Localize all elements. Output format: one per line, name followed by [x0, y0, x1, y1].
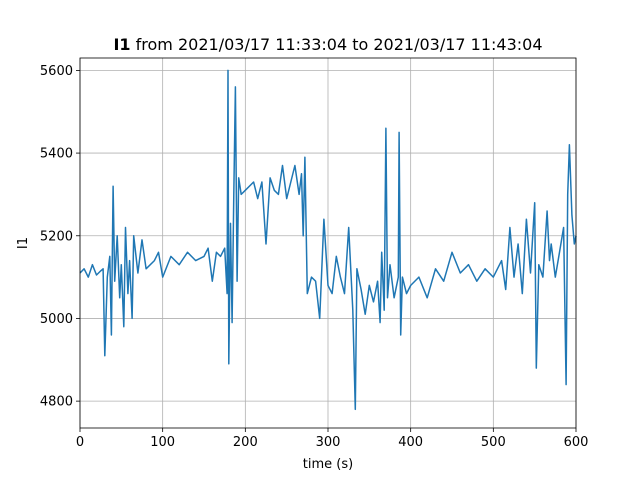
y-tick-label: 5200 — [40, 229, 73, 244]
x-tick-label: 600 — [564, 435, 589, 450]
x-tick-label: 200 — [233, 435, 258, 450]
x-tick-label: 100 — [150, 435, 175, 450]
series-layer — [79, 69, 577, 411]
x-tick-label: 400 — [398, 435, 423, 450]
x-tick-label: 0 — [76, 435, 84, 450]
y-tick-label: 4800 — [40, 395, 73, 410]
chart-title-rest: from 2021/03/17 11:33:04 to 2021/03/17 1… — [131, 35, 543, 54]
x-tick-label: 300 — [316, 435, 341, 450]
y-tick-label: 5400 — [40, 147, 73, 162]
y-axis-label: I1 — [16, 237, 31, 249]
x-tick-label: 500 — [481, 435, 506, 450]
y-tick-label: 5000 — [40, 312, 73, 327]
ticks: 0 100 200 300 400 500 600 4800 5000 5200 5400 5600 — [40, 64, 589, 450]
series-line — [79, 69, 577, 411]
chart-title-bold: I1 — [113, 35, 130, 54]
x-axis-label: time (s) — [303, 457, 353, 472]
y-tick-label: 5600 — [40, 64, 73, 79]
grid — [79, 58, 577, 428]
chart-title: I1 from 2021/03/17 11:33:04 to 2021/03/1… — [113, 35, 542, 54]
